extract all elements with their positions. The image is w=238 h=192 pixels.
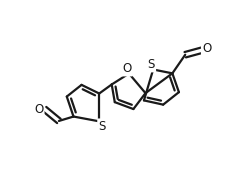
Text: O: O	[202, 41, 211, 55]
Text: O: O	[34, 103, 43, 116]
Text: S: S	[99, 120, 106, 133]
Text: S: S	[148, 58, 155, 71]
Text: O: O	[122, 62, 132, 75]
